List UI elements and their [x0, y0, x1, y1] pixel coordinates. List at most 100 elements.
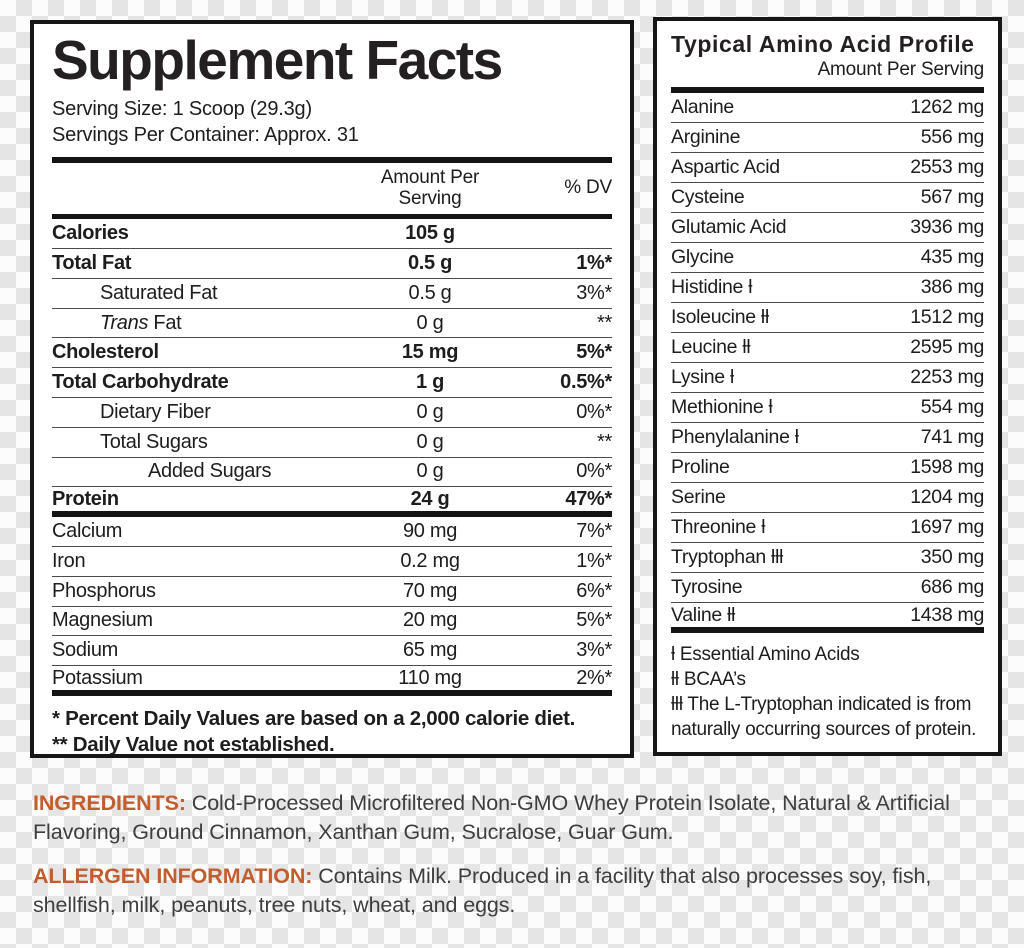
nutrition-row: Trans Fat 0 g ** [52, 309, 612, 339]
nutrition-row: Calories 105 g [52, 219, 612, 250]
nutrition-row: Total Fat 0.5 g 1%* [52, 249, 612, 279]
nutrient-name: Total Fat [52, 251, 132, 274]
footnote-line: * Percent Daily Values are based on a 2,… [52, 706, 576, 730]
nutrition-row: Total Carbohydrate 1 g 0.5%* [52, 368, 612, 398]
nutrient-amount: 105 g [405, 222, 455, 245]
allergen-text: Contains Milk. Produced in a facility th… [33, 864, 932, 917]
nutrient-dv: 5%* [576, 609, 612, 632]
nutrient-dv: 5%* [576, 341, 612, 364]
nutrient-dv: 0%* [576, 400, 612, 423]
nutrient-dv: 3%* [576, 281, 612, 304]
serving-size-line: Serving Size: 1 Scoop (29.3g) [52, 97, 312, 120]
divider-thick [52, 214, 612, 220]
amino-row: Lysine ƚ 2253 mg [671, 363, 984, 393]
nutrient-dv: 1%* [576, 549, 612, 572]
amino-name: Threonine ƚ [671, 516, 766, 538]
nutrient-amount: 0 g [416, 430, 444, 453]
nutrient-name: Calcium [52, 520, 123, 543]
nutrient-name: Potassium [52, 666, 143, 689]
nutrition-row: Potassium 110 mg 2%* [52, 666, 612, 696]
amino-profile-title: Typical Amino Acid Profile [671, 31, 975, 57]
nutrient-amount: 24 g [410, 487, 450, 510]
amino-amount: 2553 mg [910, 156, 984, 178]
nutrient-name: Total Sugars [100, 430, 208, 453]
nutrition-row: Dietary Fiber 0 g 0%* [52, 398, 612, 428]
nutrient-amount: 15 mg [401, 341, 459, 364]
nutrition-row: Iron 0.2 mg 1%* [52, 547, 612, 577]
amino-amount: 554 mg [920, 396, 985, 418]
amino-name: Alanine [671, 96, 734, 118]
amino-row: Valine ƚƚ 1438 mg [671, 603, 984, 633]
nutrient-name: Dietary Fiber [100, 400, 211, 423]
amino-amount: 741 mg [920, 426, 985, 448]
amino-row: Isoleucine ƚƚ 1512 mg [671, 303, 984, 333]
amino-row: Proline 1598 mg [671, 453, 984, 483]
allergen-paragraph: ALLERGEN INFORMATION: Contains Milk. Pro… [33, 862, 998, 920]
amino-row: Glycine 435 mg [671, 243, 984, 273]
footnote-line: ** Daily Value not established. [52, 732, 335, 756]
nutrient-dv: 0%* [576, 460, 612, 483]
amino-name: Valine ƚƚ [671, 603, 736, 626]
amino-name: Methionine ƚ [671, 396, 773, 418]
amount-per-serving-header: Amount Per Serving [380, 166, 480, 210]
supplement-facts-panel: Supplement Facts Serving Size: 1 Scoop (… [30, 20, 634, 758]
amino-amount: 3936 mg [910, 216, 984, 238]
nutrient-dv: 47%* [565, 487, 612, 510]
amino-name: Glutamic Acid [671, 216, 787, 238]
servings-per-container-line: Servings Per Container: Approx. 31 [52, 124, 359, 147]
amino-row: Tyrosine 686 mg [671, 573, 984, 603]
nutrient-amount: 0 g [416, 400, 444, 423]
amino-footnote-line: ƚƚ BCAA’s [671, 669, 746, 691]
nutrient-amount: 65 mg [402, 639, 458, 662]
nutrient-amount: 0.5 g [407, 251, 453, 274]
nutrient-amount: 1 g [416, 371, 444, 394]
amino-row: Aspartic Acid 2553 mg [671, 153, 984, 183]
nutrient-dv: 0.5%* [560, 371, 612, 394]
allergen-label: ALLERGEN INFORMATION: [33, 864, 313, 888]
amino-amount: 2253 mg [910, 366, 984, 388]
amino-amount: 435 mg [920, 246, 985, 268]
percent-dv-header: % DV [564, 177, 612, 199]
amino-row: Arginine 556 mg [671, 123, 984, 153]
amino-name: Phenylalanine ƚ [671, 426, 799, 448]
divider-thick [671, 87, 984, 93]
amino-footnote-line: ƚƚƚ The L-Tryptophan indicated is from n… [671, 694, 977, 741]
nutrition-row: Magnesium 20 mg 5%* [52, 607, 612, 637]
nutrient-name: Sodium [52, 639, 119, 662]
nutrition-table-body: Calories 105 g Total Fat 0.5 g 1%* Satur… [52, 219, 612, 696]
amino-name: Arginine [671, 126, 741, 148]
nutrient-amount: 0 g [416, 460, 444, 483]
nutrient-amount: 0 g [416, 311, 444, 334]
amino-amount: 1438 mg [910, 603, 984, 626]
amino-name: Tyrosine [671, 576, 743, 598]
supplement-facts-title: Supplement Facts [52, 29, 503, 91]
amino-row: Glutamic Acid 3936 mg [671, 213, 984, 243]
nutrient-dv: 1%* [576, 251, 612, 274]
amino-row: Alanine 1262 mg [671, 93, 984, 123]
nutrient-amount: 0.5 g [408, 281, 452, 304]
nutrient-name: Cholesterol [52, 341, 159, 364]
amino-row: Cysteine 567 mg [671, 183, 984, 213]
amino-row: Serine 1204 mg [671, 483, 984, 513]
amino-name: Serine [671, 486, 726, 508]
ingredients-label: INGREDIENTS: [33, 791, 186, 815]
amino-amount: 1697 mg [910, 516, 984, 538]
amino-amount: 1598 mg [910, 456, 984, 478]
nutrient-dv: ** [597, 430, 612, 453]
ingredients-text: Cold-Processed Microfiltered Non-GMO Whe… [33, 791, 950, 844]
nutrient-amount: 90 mg [402, 520, 458, 543]
amino-amount: 350 mg [920, 546, 985, 568]
amino-name: Aspartic Acid [671, 156, 780, 178]
amino-amount: 567 mg [920, 186, 985, 208]
ingredients-paragraph: INGREDIENTS: Cold-Processed Microfiltere… [33, 789, 998, 847]
nutrition-row: Protein 24 g 47%* [52, 487, 612, 518]
amino-footnotes: ƚ Essential Amino Acids ƚƚ BCAA’s ƚƚƚ The … [671, 642, 984, 742]
amino-name: Cysteine [671, 186, 745, 208]
daily-value-footnotes: * Percent Daily Values are based on a 2,… [52, 706, 612, 758]
nutrition-row: Total Sugars 0 g ** [52, 428, 612, 458]
amino-footnote-line: ƚ Essential Amino Acids [671, 644, 860, 665]
amino-amount-per-serving-header: Amount Per Serving [817, 59, 985, 80]
amino-name: Proline [671, 456, 730, 478]
nutrient-amount: 110 mg [398, 666, 462, 689]
nutrient-name: Added Sugars [148, 460, 272, 483]
